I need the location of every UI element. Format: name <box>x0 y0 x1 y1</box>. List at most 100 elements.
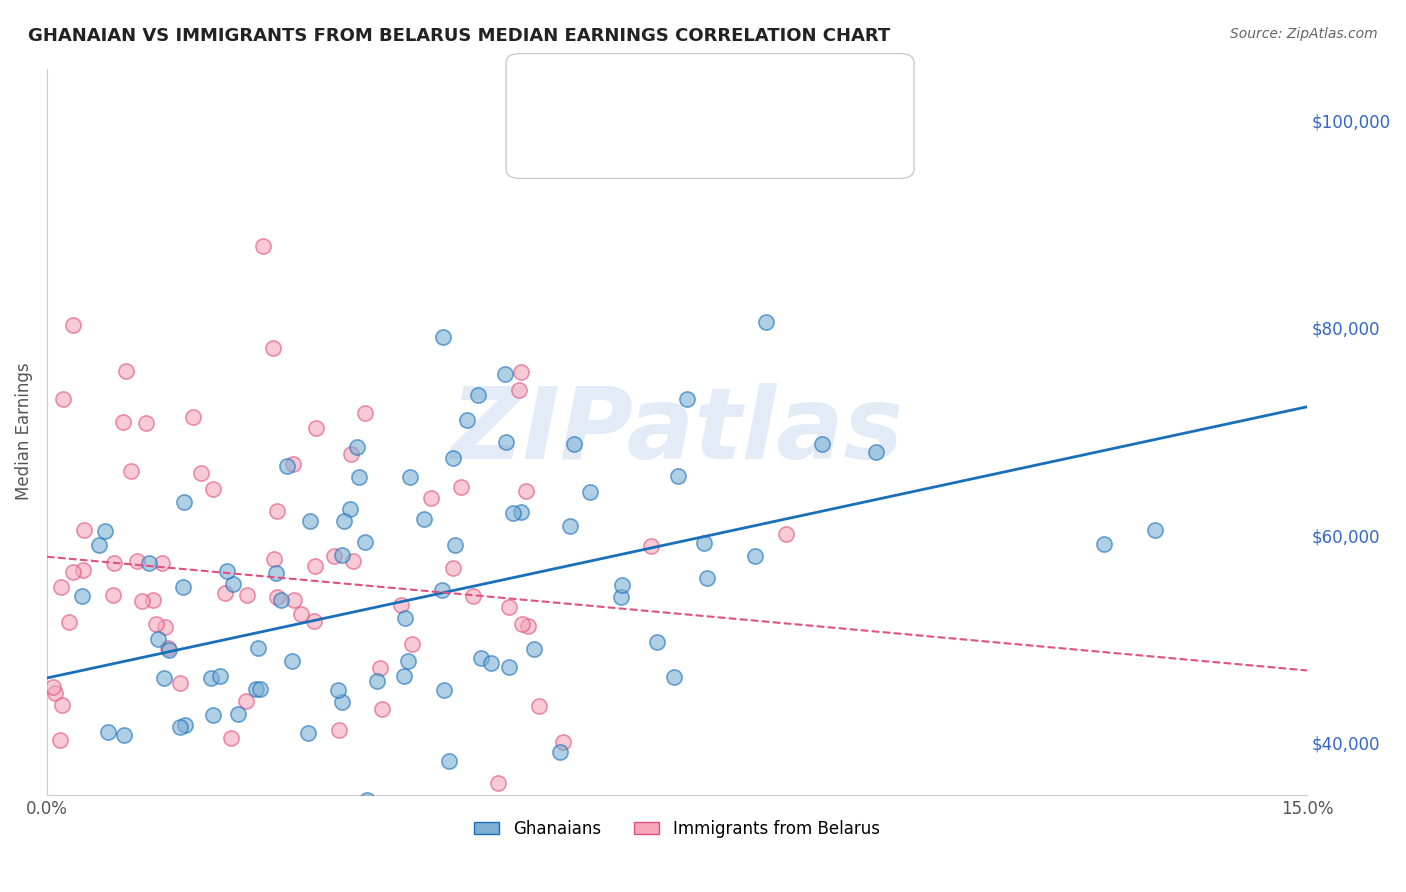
Point <box>73 524 96 538</box>
Point <box>146 632 169 647</box>
Point <box>385 869 408 883</box>
Point <box>125 554 148 568</box>
Point <box>150 557 173 571</box>
Point <box>246 641 269 656</box>
Point <box>398 469 420 483</box>
Point <box>172 580 194 594</box>
Point <box>510 365 533 379</box>
Point <box>299 514 322 528</box>
Point <box>498 600 520 615</box>
Point <box>515 484 537 499</box>
Point <box>508 383 530 397</box>
Point <box>120 464 142 478</box>
Point <box>245 681 267 696</box>
Point <box>97 725 120 739</box>
Point <box>169 720 191 734</box>
Point <box>93 524 115 538</box>
Point <box>304 559 326 574</box>
Point <box>62 318 84 332</box>
Point <box>562 437 585 451</box>
Point <box>441 451 464 466</box>
Point <box>444 538 467 552</box>
Point <box>290 607 312 621</box>
Point <box>342 554 364 568</box>
Point <box>280 654 302 668</box>
Point <box>131 593 153 607</box>
Point <box>696 571 718 585</box>
Point <box>392 669 415 683</box>
Point <box>340 447 363 461</box>
Point <box>318 853 340 867</box>
Point <box>138 556 160 570</box>
Point <box>558 519 581 533</box>
Point <box>548 745 571 759</box>
Point <box>354 406 377 420</box>
Point <box>209 669 232 683</box>
Point <box>52 392 75 406</box>
Point <box>181 410 204 425</box>
Point <box>495 434 517 449</box>
Point <box>366 673 388 688</box>
Point <box>517 619 540 633</box>
Point <box>283 593 305 607</box>
Point <box>101 588 124 602</box>
Point <box>353 534 375 549</box>
Point <box>761 797 783 811</box>
Legend: Ghanaians, Immigrants from Belarus: Ghanaians, Immigrants from Belarus <box>468 814 886 845</box>
Point <box>145 617 167 632</box>
Point <box>87 538 110 552</box>
Point <box>523 641 546 656</box>
Point <box>744 549 766 563</box>
Point <box>384 863 406 877</box>
Point <box>1144 523 1167 537</box>
Y-axis label: Median Earnings: Median Earnings <box>15 363 32 500</box>
Point <box>201 482 224 496</box>
Point <box>235 694 257 708</box>
Point <box>302 840 325 855</box>
Point <box>235 587 257 601</box>
Text: R = -0.081   N = 71: R = -0.081 N = 71 <box>571 115 761 133</box>
Point <box>111 415 134 429</box>
Point <box>276 458 298 473</box>
Point <box>693 535 716 549</box>
Point <box>461 590 484 604</box>
Point <box>494 368 516 382</box>
Point <box>640 539 662 553</box>
Text: GHANAIAN VS IMMIGRANTS FROM BELARUS MEDIAN EARNINGS CORRELATION CHART: GHANAIAN VS IMMIGRANTS FROM BELARUS MEDI… <box>28 27 890 45</box>
Point <box>389 598 412 612</box>
Point <box>578 485 600 500</box>
Point <box>775 526 797 541</box>
Point <box>249 682 271 697</box>
Point <box>135 416 157 430</box>
Point <box>610 578 633 592</box>
Point <box>339 501 361 516</box>
Point <box>356 793 378 807</box>
Point <box>396 654 419 668</box>
Point <box>755 315 778 329</box>
Point <box>49 733 72 747</box>
Point <box>346 440 368 454</box>
Point <box>502 506 524 520</box>
Point <box>228 707 250 722</box>
Point <box>281 458 304 472</box>
Point <box>157 643 180 657</box>
Point <box>173 494 195 508</box>
Point <box>668 468 690 483</box>
Point <box>328 683 350 698</box>
Point <box>219 731 242 745</box>
Text: R =  0.186   N = 82: R = 0.186 N = 82 <box>571 85 761 103</box>
Point <box>302 614 325 628</box>
Point <box>305 421 328 435</box>
Point <box>430 583 453 598</box>
Point <box>479 656 502 670</box>
Point <box>266 591 288 605</box>
Point <box>433 683 456 698</box>
Point <box>330 548 353 562</box>
Point <box>510 617 533 632</box>
Text: ZIPatlas: ZIPatlas <box>450 383 904 480</box>
Point <box>215 564 238 578</box>
Point <box>266 503 288 517</box>
Point <box>441 561 464 575</box>
Point <box>42 681 65 695</box>
Point <box>44 686 66 700</box>
